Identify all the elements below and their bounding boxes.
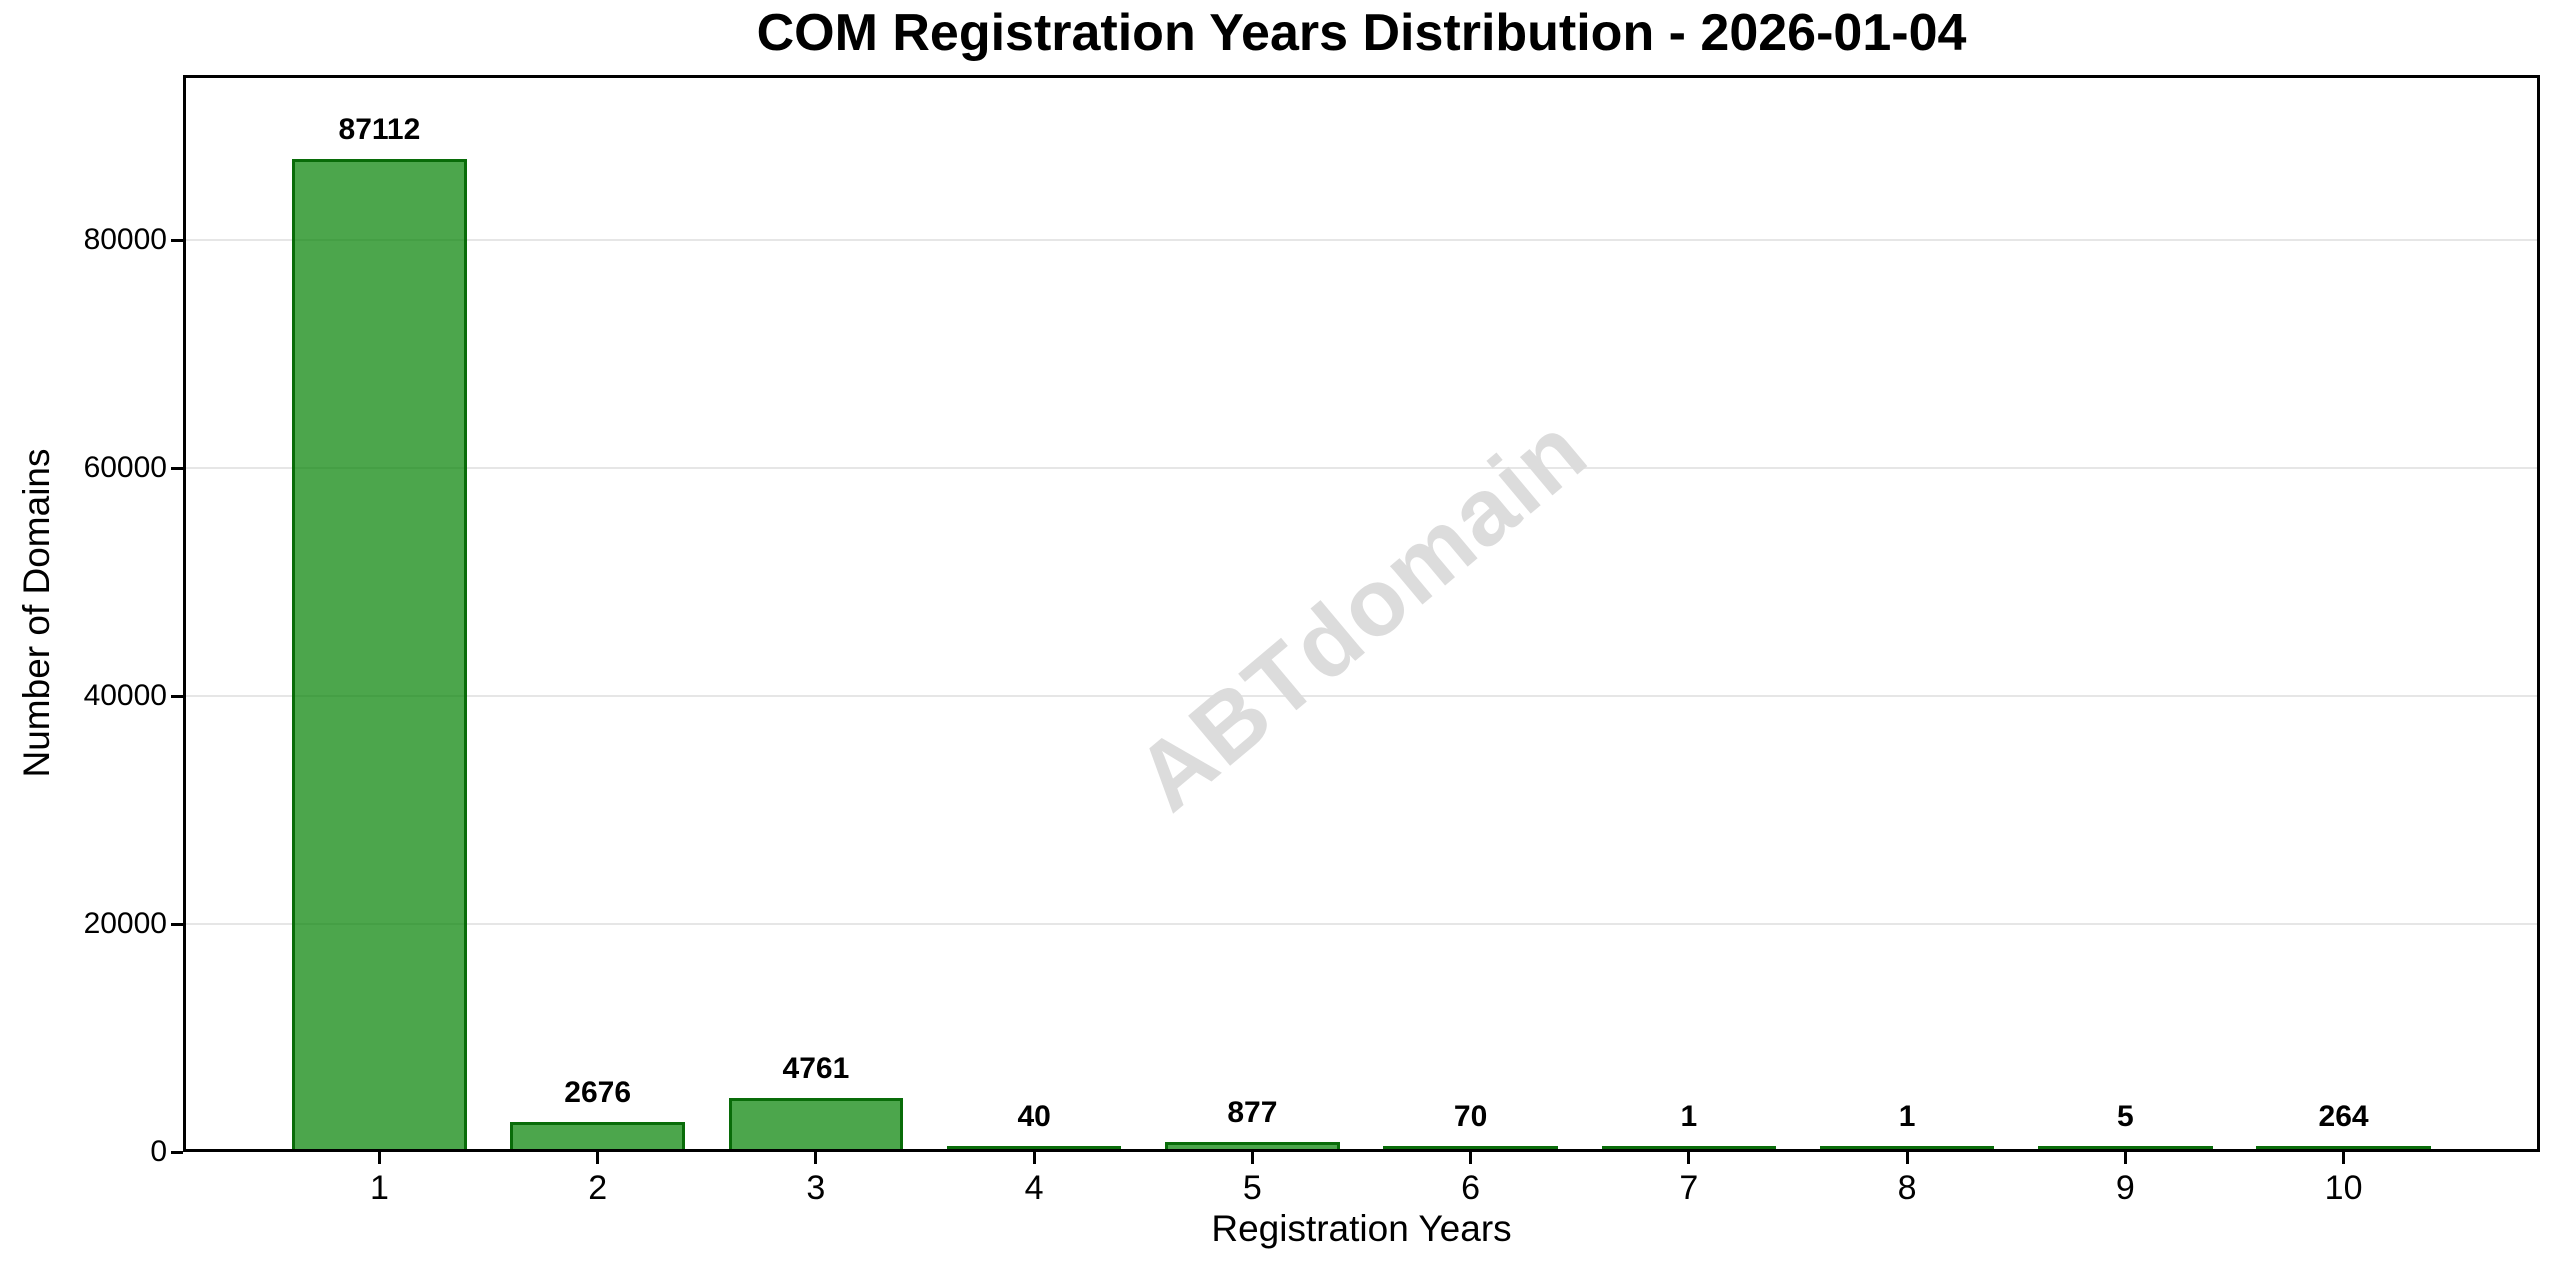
x-tick-label: 9 (2115, 1169, 2135, 1207)
x-tick-mark (1687, 1152, 1691, 1164)
x-tick-mark (1469, 1152, 1473, 1164)
x-tick-label: 7 (1679, 1169, 1699, 1207)
bar-value-label: 877 (1227, 1096, 1278, 1129)
x-tick-label: 6 (1461, 1169, 1481, 1207)
bar-value-label: 70 (1453, 1100, 1488, 1133)
x-tick-label: 10 (2324, 1169, 2363, 1207)
gridline (183, 923, 2540, 926)
x-tick-mark (1250, 1152, 1254, 1164)
x-tick-mark (2342, 1152, 2346, 1164)
x-tick-mark (1905, 1152, 1909, 1164)
x-tick-label: 1 (369, 1169, 389, 1207)
watermark: ABTdomain (1116, 395, 1607, 831)
chart-title: COM Registration Years Distribution - 20… (756, 4, 1967, 62)
gridline (183, 239, 2540, 242)
bar-value-label: 264 (2318, 1100, 2369, 1133)
top-spine (183, 75, 2540, 78)
x-tick-mark (2123, 1152, 2127, 1164)
bar-value-label: 4761 (782, 1051, 850, 1085)
y-tick-mark (171, 1150, 183, 1154)
y-tick-mark (171, 466, 183, 470)
y-tick-label: 80000 (83, 223, 167, 257)
y-tick-label: 40000 (83, 679, 167, 713)
x-tick-label: 8 (1897, 1169, 1917, 1207)
x-axis-label: Registration Years (1211, 1208, 1512, 1249)
x-tick-mark (377, 1152, 381, 1164)
x-tick-label: 5 (1242, 1169, 1262, 1207)
bar (510, 1121, 685, 1152)
gridline (183, 695, 2540, 698)
y-tick-mark (171, 694, 183, 698)
y-tick-label: 0 (150, 1135, 167, 1168)
y-tick-label: 20000 (83, 907, 167, 941)
x-tick-label: 2 (588, 1169, 608, 1207)
left-spine (183, 75, 186, 1152)
x-tick-label: 3 (806, 1169, 826, 1207)
bar (728, 1097, 904, 1152)
plot-area: ABTdomain (183, 75, 2540, 1152)
bar (1165, 1142, 1340, 1152)
bar-value-label: 1 (1680, 1100, 1698, 1133)
bar-value-label: 40 (1017, 1100, 1051, 1133)
y-tick-mark (171, 238, 183, 242)
bottom-spine (183, 1149, 2540, 1152)
right-spine (2537, 75, 2540, 1152)
bar-value-label: 5 (2116, 1100, 2134, 1133)
x-tick-mark (1032, 1152, 1036, 1164)
bar-value-label: 87112 (338, 113, 421, 147)
x-tick-mark (596, 1152, 600, 1164)
bar-value-label: 2676 (564, 1075, 632, 1109)
x-tick-mark (814, 1152, 818, 1164)
x-tick-label: 4 (1024, 1169, 1044, 1207)
bar (292, 159, 467, 1152)
bar-value-label: 1 (1898, 1100, 1916, 1133)
y-tick-label: 60000 (83, 451, 167, 485)
gridline (183, 467, 2540, 470)
y-tick-mark (171, 922, 183, 926)
y-axis-label: Number of Domains (16, 448, 57, 778)
